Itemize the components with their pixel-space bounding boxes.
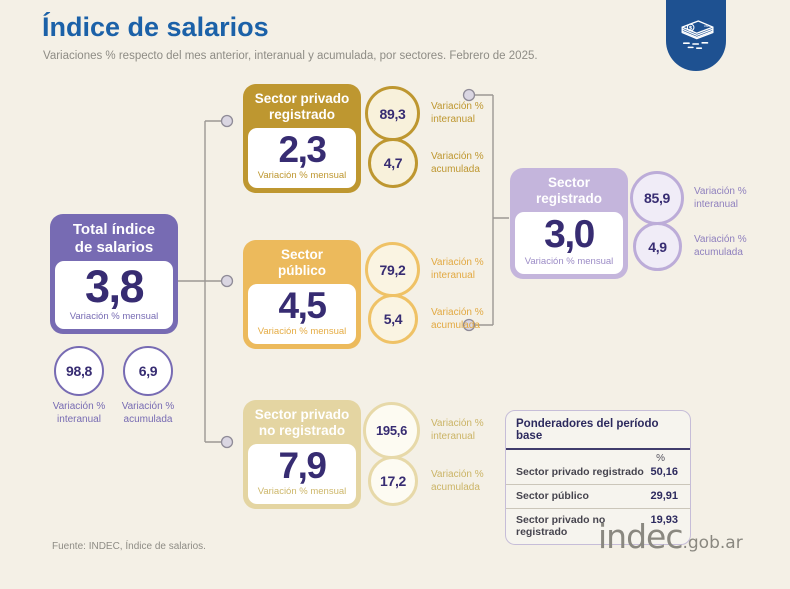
node-total-title: Total índice de salarios [50,214,178,261]
reg-accumulated-circle: 4,7 [368,138,418,188]
money-stack-icon: $ USD [681,20,714,49]
node-total-monthly-panel: 3,8 Variación % mensual [55,261,173,330]
pub-accumulated-label: Variación % acumulada [431,307,484,331]
sreg-interannual-circle: 85,9 [630,171,684,225]
sreg-monthly-label: Variación % mensual [524,255,614,267]
table-row: Sector público 29,91 [506,484,690,508]
node-pub-title: Sector público [278,247,326,278]
total-monthly-label: Variación % mensual [69,311,159,323]
noreg-monthly-label: Variación % mensual [257,485,347,497]
indec-logo: indec .gob.ar [598,520,743,553]
node-sector-privado-registrado: Sector privado registrado 2,3 Variación … [243,84,361,193]
noreg-interannual-circle: 195,6 [363,402,420,459]
node-noreg-title: Sector privado no registrado [254,407,350,438]
noreg-monthly-value: 7,9 [278,444,327,486]
node-sreg-title: Sector registrado [535,175,603,206]
svg-text:$: $ [689,26,693,32]
pub-accumulated-circle: 5,4 [368,294,418,344]
ponderadores-col-header-pct: % [656,453,665,464]
sreg-accumulated-circle: 4,9 [633,222,682,271]
page-subtitle: Variaciones % respecto del mes anterior,… [43,50,538,62]
node-total-title-line2: de salarios [74,238,154,256]
node-total-title-line1: Total índice [72,221,156,238]
reg-monthly-label: Variación % mensual [257,169,347,181]
source-note: Fuente: INDEC, Índice de salarios. [52,541,206,552]
sreg-accumulated-label: Variación % acumulada [694,234,747,258]
noreg-accumulated-label: Variación % acumulada [431,469,484,493]
total-accumulated-circle: 6,9 [123,346,173,396]
ponderadores-table: Ponderadores del período base % Sector p… [505,410,691,545]
noreg-interannual-label: Variación % interanual [431,418,484,442]
node-total-indice: Total índice de salarios 3,8 Variación %… [50,214,178,335]
pub-monthly-label: Variación % mensual [257,325,347,337]
pub-interannual-circle: 79,2 [365,242,420,297]
node-pub-monthly-panel: 4,5 Variación % mensual [248,283,356,344]
node-reg-title: Sector privado registrado [254,91,350,122]
pub-monthly-value: 4,5 [278,284,327,326]
svg-text:USD: USD [704,24,710,28]
total-monthly-value: 3,8 [84,261,145,313]
page-title: Índice de salarios [42,12,269,42]
total-accumulated-value: 6,9 [138,363,158,379]
node-noreg-monthly-panel: 7,9 Variación % mensual [248,443,356,504]
reg-interannual-label: Variación % interanual [431,101,484,125]
money-badge: $ USD [666,0,726,71]
ponderadores-table-title: Ponderadores del período base [506,411,690,450]
reg-accumulated-label: Variación % acumulada [431,151,484,175]
reg-monthly-value: 2,3 [278,128,327,170]
table-row: Sector privado no registrado 19,93 [506,508,690,544]
node-sreg-monthly-panel: 3,0 Variación % mensual [515,211,623,274]
indec-logo-suffix: .gob.ar [682,533,743,553]
noreg-accumulated-circle: 17,2 [368,456,418,506]
total-interannual-label: Variación % interanual [52,401,106,425]
sreg-interannual-label: Variación % interanual [694,186,747,210]
pub-interannual-label: Variación % interanual [431,257,484,281]
total-accumulated-label: Variación % acumulada [121,401,175,425]
total-interannual-circle: 98,8 [54,346,104,396]
node-sector-registrado: Sector registrado 3,0 Variación % mensua… [510,168,628,279]
indec-logo-main: indec [598,517,683,556]
reg-interannual-circle: 89,3 [365,86,420,141]
node-reg-monthly-panel: 2,3 Variación % mensual [248,127,356,188]
sreg-monthly-value: 3,0 [544,212,595,256]
node-sector-publico: Sector público 4,5 Variación % mensual [243,240,361,349]
node-sector-privado-no-registrado: Sector privado no registrado 7,9 Variaci… [243,400,361,509]
total-interannual-value: 98,8 [65,363,93,379]
table-row: Sector privado registrado 50,16 [516,466,678,478]
